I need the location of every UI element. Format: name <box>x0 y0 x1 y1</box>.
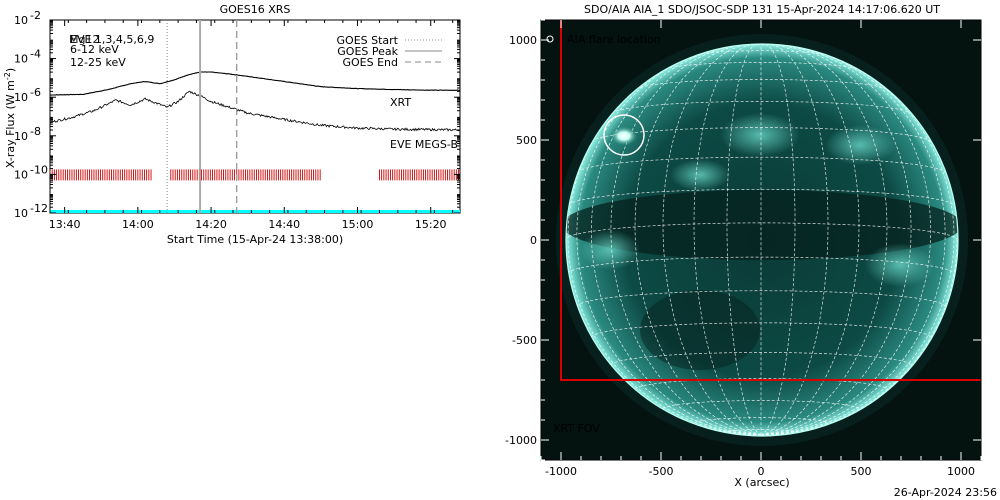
xrt-label: XRT <box>390 96 411 109</box>
aia-x-tick-label: -500 <box>649 465 674 478</box>
flare-brightening <box>610 126 638 146</box>
xrt-fov-box <box>560 20 981 381</box>
legend-mg12: Mg12 <box>69 33 99 46</box>
heliographic-grid <box>566 44 958 436</box>
sun-disk <box>556 34 968 446</box>
legend-goes-start: GOES Start <box>337 34 399 47</box>
legend-12-25kev: 12-25 keV <box>70 56 126 69</box>
aia-y-tick-label: -500 <box>512 334 537 347</box>
y-tick-label: 10 <box>14 91 28 104</box>
y-tick-label: 10 <box>14 14 28 27</box>
aia-xlabel: X (arcsec) <box>734 476 789 489</box>
sun-dark-regions <box>566 113 958 370</box>
y-tick-exponent: -10 <box>30 163 48 176</box>
sun-limb <box>565 43 959 437</box>
y-tick-exponent: -12 <box>30 202 48 215</box>
aia-x-tick-label: -1000 <box>545 465 577 478</box>
y-tick-label: 10 <box>14 53 28 66</box>
active-region-2 <box>825 125 895 165</box>
y-tick-label: 10 <box>14 130 28 143</box>
legend-goes-peak: GOES Peak <box>337 45 398 58</box>
active-region-1 <box>720 113 800 157</box>
flare-legend-label: AIA flare location <box>567 33 661 46</box>
series-line-short <box>50 90 460 132</box>
legend-6-12kev: 6-12 keV <box>70 43 119 56</box>
flare-legend-marker <box>546 35 554 43</box>
legend-eve: EVE 1,3,4,5,6,9 <box>70 33 154 46</box>
y-tick-label: 10 <box>14 207 28 220</box>
longitude-line <box>662 44 762 436</box>
eve-megs-label: EVE MEGS-B <box>390 138 458 151</box>
y-tick-exponent: -6 <box>30 86 41 99</box>
aia-y-tick-label: 0 <box>530 234 537 247</box>
longitude-line <box>590 46 762 436</box>
xrs-panel: GOES16 XRS 13:40 14:00 14:20 14:40 15:00 15:2… <box>3 3 461 246</box>
longitude-line <box>760 49 946 436</box>
aia-x-tick-label: 1000 <box>947 465 975 478</box>
xrs-xlabel: Start Time (15-Apr-24 13:38:00) <box>167 233 343 246</box>
longitude-line <box>693 44 762 436</box>
y-tick-label: 10 <box>14 168 28 181</box>
longitude-line <box>760 64 955 436</box>
flare-location-circle <box>603 114 645 156</box>
x-tick-label: 14:00 <box>122 218 154 231</box>
x-tick-label: 13:40 <box>49 218 81 231</box>
longitude-line <box>760 46 932 436</box>
legend-goes-end: GOES End <box>342 56 398 69</box>
aia-y-tick-label: 1000 <box>509 34 537 47</box>
longitude-line <box>760 44 860 436</box>
aia-y-tick-label: -1000 <box>505 434 537 447</box>
latitude-line <box>611 101 911 114</box>
aia-x-tick-label: 0 <box>758 465 765 478</box>
aia-y-tick-label: 500 <box>516 134 537 147</box>
xrs-legend-right: GOES Start GOES Peak GOES End <box>337 34 442 69</box>
longitude-line <box>760 44 829 436</box>
xrs-marks <box>50 20 460 213</box>
active-region-3 <box>865 243 935 287</box>
aia-title: SDO/AIA AIA_1 SDO/JSOC-SDP 131 15-Apr-20… <box>584 3 940 16</box>
longitude-line <box>760 44 796 436</box>
xrs-title: GOES16 XRS <box>220 3 291 16</box>
xrs-legend-left: EVE 1,3,4,5,6,9 Mg12 6-12 keV 12-25 keV <box>69 33 154 69</box>
latitude-line <box>576 156 946 173</box>
y-tick-exponent: -4 <box>30 48 41 61</box>
xrs-ylabel: X-ray Flux (W m-2) <box>3 68 17 168</box>
coronal-hole-south <box>640 290 760 370</box>
active-region-5 <box>670 159 730 191</box>
longitude-line <box>567 64 762 436</box>
y-tick-exponent: -8 <box>30 125 41 138</box>
longitude-line <box>760 239 958 436</box>
x-tick-label: 15:00 <box>342 218 374 231</box>
x-tick-label: 14:20 <box>195 218 227 231</box>
xrt-fov-label: XRT FOV <box>553 422 600 435</box>
x-tick-label: 14:40 <box>268 218 300 231</box>
series-line-long <box>50 71 460 96</box>
longitude-line <box>726 44 762 436</box>
footer-timestamp: 26-Apr-2024 23:56 <box>894 486 997 499</box>
y-tick-exponent: -2 <box>30 9 41 22</box>
aia-x-tick-label: 500 <box>851 465 872 478</box>
latitude-line <box>576 290 946 307</box>
aia-axes: -1000 -500 0 500 1000 1000 500 0 -500 -1000 <box>505 19 982 478</box>
aia-panel: SDO/AIA AIA_1 SDO/JSOC-SDP 131 15-Apr-20… <box>505 3 982 489</box>
coronal-hole-band <box>566 190 958 260</box>
longitude-line <box>576 49 762 436</box>
x-tick-label: 15:20 <box>415 218 447 231</box>
latitude-line <box>567 188 955 206</box>
active-region-4 <box>580 230 640 270</box>
xrs-axes: 13:40 14:00 14:20 14:40 15:00 15:2010-1210-10… <box>14 9 460 231</box>
